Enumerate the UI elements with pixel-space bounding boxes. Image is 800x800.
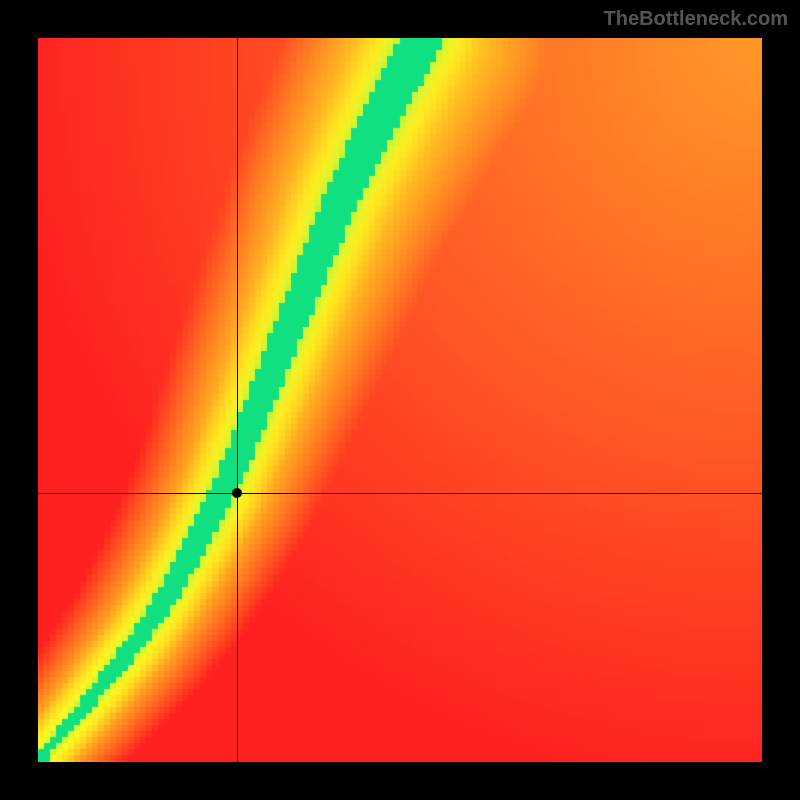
crosshair-vertical [237, 38, 238, 762]
heatmap-plot [38, 38, 762, 762]
heatmap-canvas [38, 38, 762, 762]
watermark-text: TheBottleneck.com [604, 8, 788, 31]
crosshair-horizontal [38, 493, 762, 494]
marker-dot [232, 488, 242, 498]
